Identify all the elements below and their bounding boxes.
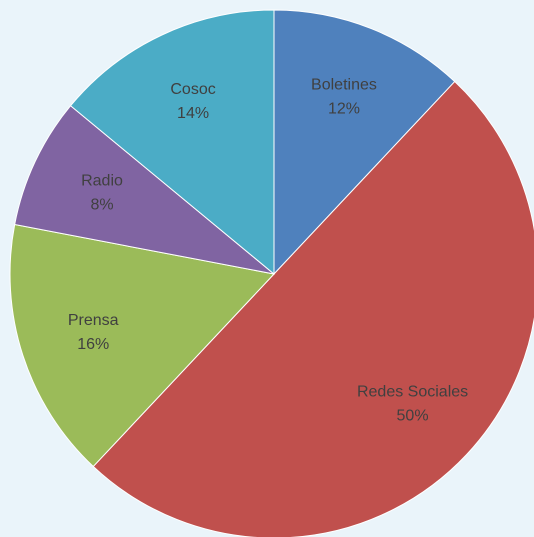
slice-value-label: 14%	[177, 105, 209, 122]
slice-label: Prensa	[68, 312, 119, 329]
slice-value-label: 12%	[328, 100, 360, 117]
pie-slice	[14, 105, 275, 275]
slice-value-label: 16%	[77, 336, 109, 353]
pie-slice	[69, 9, 275, 276]
pie-slice	[92, 80, 534, 537]
pie-slice	[273, 9, 456, 276]
slice-label: Cosoc	[170, 81, 215, 98]
pie-slice	[9, 223, 275, 468]
slice-value-label: 50%	[397, 407, 429, 424]
slice-label: Radio	[81, 172, 123, 189]
slice-label: Redes Sociales	[357, 383, 468, 400]
slice-value-label: 8%	[90, 196, 113, 213]
slice-label: Boletines	[311, 76, 377, 93]
